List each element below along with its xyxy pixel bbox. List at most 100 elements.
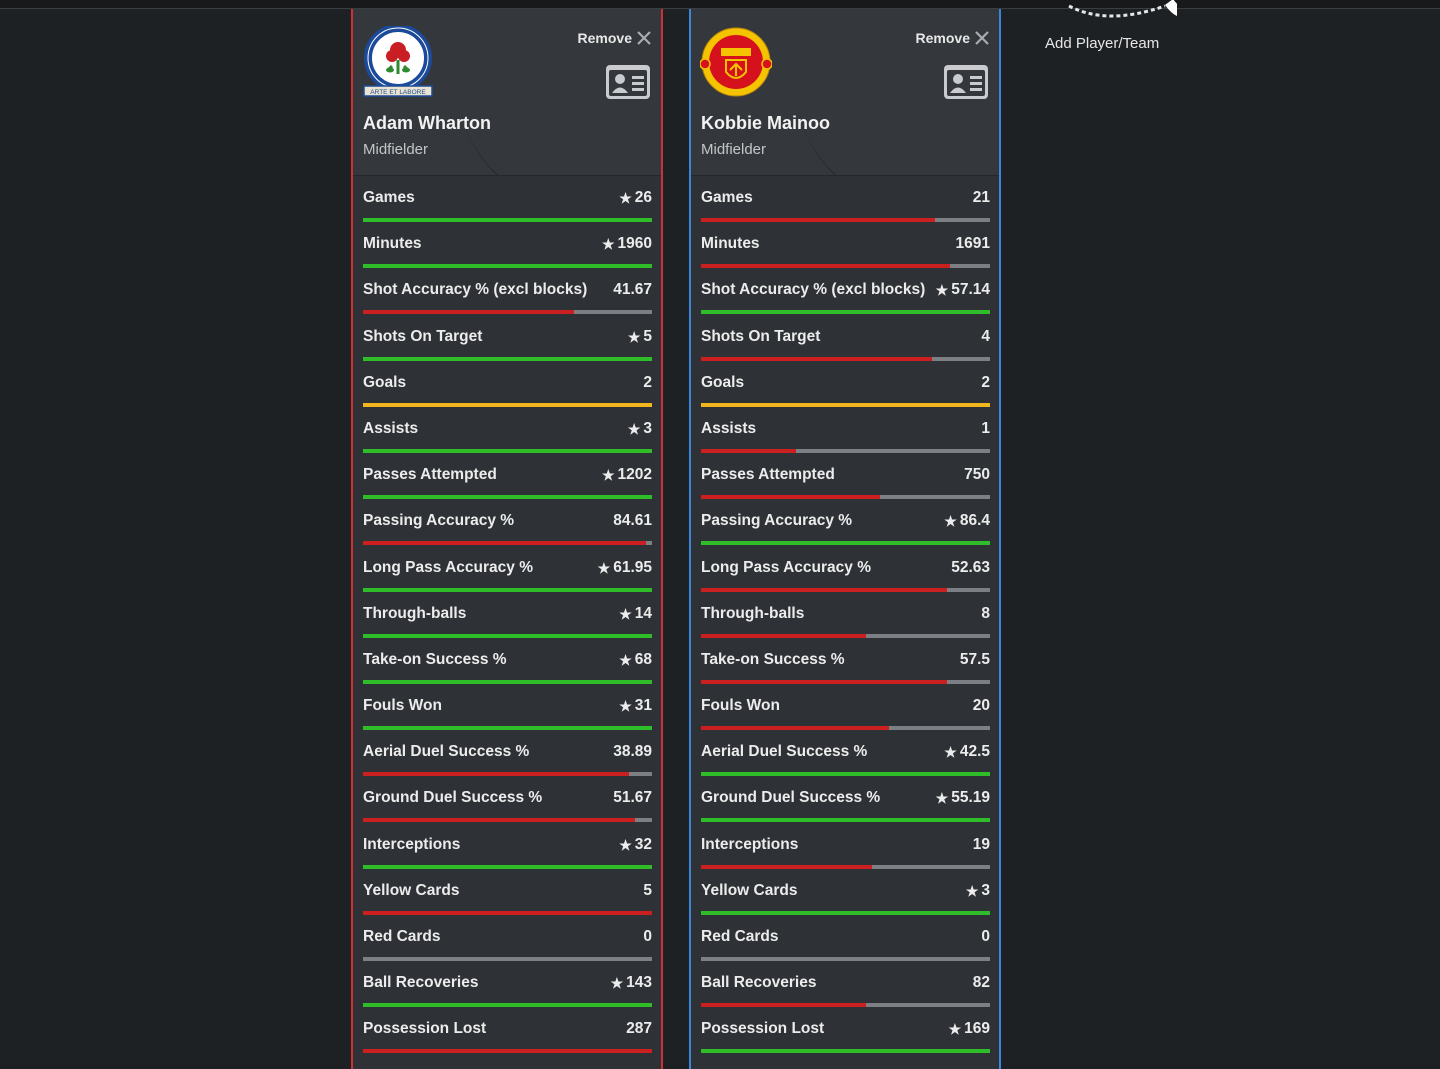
stat-value: 1 xyxy=(981,419,990,437)
stat-value: 57.5 xyxy=(959,650,990,668)
stat-value-group: ★ 3 xyxy=(966,882,990,900)
stat-value: 4 xyxy=(981,327,990,345)
remove-label: Remove xyxy=(577,30,632,46)
stat-value-group: ★ 31 xyxy=(619,697,652,715)
stat-bar-track xyxy=(363,818,652,823)
stat-value-group: 41.67 xyxy=(613,281,652,299)
stat-value: 55.19 xyxy=(951,789,990,807)
stat-value-group: 57.5 xyxy=(960,651,990,669)
stat-bar-fill xyxy=(701,587,947,592)
stat-bar-track xyxy=(701,495,990,500)
stat-label: Take-on Success % xyxy=(363,650,507,668)
stat-bar-track xyxy=(701,587,990,592)
stat-value-group: 5 xyxy=(643,882,652,900)
stat-bar-fill xyxy=(363,679,652,684)
stat-row: Ball Recoveries ★ 143 xyxy=(353,971,661,1017)
stat-label: Passing Accuracy % xyxy=(363,512,515,530)
stat-label: Yellow Cards xyxy=(701,881,798,899)
stat-value-group: 82 xyxy=(973,974,990,992)
remove-button[interactable]: Remove xyxy=(578,30,651,46)
stat-value-group: ★ 61.95 xyxy=(598,559,652,577)
stat-value-group: ★ 143 xyxy=(611,974,652,992)
stat-label: Interceptions xyxy=(363,835,461,853)
id-card-icon[interactable] xyxy=(605,64,651,100)
stat-bar-track xyxy=(701,679,990,684)
stat-label: Assists xyxy=(363,419,419,437)
stat-value-group: 750 xyxy=(964,466,990,484)
stat-bar-track xyxy=(701,1049,990,1054)
stat-value-group: ★ 169 xyxy=(949,1020,990,1038)
stat-bar-fill xyxy=(701,679,947,684)
stat-bar-fill xyxy=(363,402,652,407)
stat-bar-fill xyxy=(363,633,652,638)
stat-bar-track xyxy=(363,726,652,731)
stat-row: Red Cards 0 xyxy=(691,925,999,971)
stat-row: Aerial Duel Success % 38.89 xyxy=(353,740,661,786)
stat-label: Long Pass Accuracy % xyxy=(701,558,871,576)
star-icon: ★ xyxy=(601,236,615,253)
stat-value: 1202 xyxy=(617,466,652,484)
stat-bar-track xyxy=(363,310,652,315)
stat-row: Goals 2 xyxy=(353,371,661,417)
stat-row: Red Cards 0 xyxy=(353,925,661,971)
stat-value: 57.14 xyxy=(951,281,990,299)
stat-value: 42.5 xyxy=(959,743,990,761)
stat-row: Take-on Success % ★ 68 xyxy=(353,648,661,694)
stat-row: Interceptions ★ 32 xyxy=(353,833,661,879)
stats-list: Games ★ 26 Minutes ★ 1960 Shot Accuracy % (exc… xyxy=(353,186,661,1064)
stats-list: Games 21 Minutes 1691 Shot Accuracy % (excl … xyxy=(691,186,999,1064)
stat-label: Yellow Cards xyxy=(363,881,460,899)
stat-label: Long Pass Accuracy % xyxy=(363,558,533,576)
stat-bar-fill xyxy=(363,1049,652,1054)
star-icon: ★ xyxy=(597,559,611,576)
stat-value: 52.63 xyxy=(951,558,990,576)
stat-value-group: 38.89 xyxy=(613,743,652,761)
stat-bar-track xyxy=(701,864,990,869)
player-card-header: Remove Kobbie Mainoo Midfielder xyxy=(691,9,999,176)
remove-button[interactable]: Remove xyxy=(916,30,989,46)
stat-row: Aerial Duel Success % ★ 42.5 xyxy=(691,740,999,786)
stat-bar-track xyxy=(363,402,652,407)
stat-row: Interceptions 19 xyxy=(691,833,999,879)
stat-row: Fouls Won ★ 31 xyxy=(353,694,661,740)
stat-bar-track xyxy=(701,264,990,269)
stat-value-group: ★ 14 xyxy=(619,605,652,623)
stat-bar-fill xyxy=(701,633,866,638)
stat-value: 5 xyxy=(643,881,652,899)
stat-label: Shots On Target xyxy=(363,327,483,345)
stat-value: 51.67 xyxy=(613,789,652,807)
stat-value: 68 xyxy=(634,650,652,668)
stat-value: 21 xyxy=(972,189,990,206)
stat-value-group: 2 xyxy=(981,374,990,392)
stat-value-group: ★ 3 xyxy=(628,420,652,438)
player-position: Midfielder xyxy=(701,141,767,158)
stat-label: Interceptions xyxy=(701,835,799,853)
stat-value: 14 xyxy=(634,604,652,622)
star-icon: ★ xyxy=(619,190,632,206)
stat-label: Goals xyxy=(363,373,407,391)
stat-value: 8 xyxy=(981,604,990,622)
stat-bar-fill xyxy=(701,218,936,222)
stat-bar-track xyxy=(701,910,990,915)
star-icon: ★ xyxy=(935,790,949,807)
stat-bar-fill xyxy=(363,864,652,869)
add-player-team-button[interactable]: Add Player/Team xyxy=(1045,0,1205,60)
star-icon: ★ xyxy=(944,513,957,530)
stat-value-group: 4 xyxy=(981,328,990,346)
stat-value: 31 xyxy=(634,697,652,715)
stat-bar-track xyxy=(363,218,652,222)
id-card-icon[interactable] xyxy=(943,64,989,100)
stat-value-group: 20 xyxy=(973,697,990,715)
star-icon: ★ xyxy=(619,651,632,668)
stat-bar-fill xyxy=(363,448,652,453)
player-position: Midfielder xyxy=(363,141,429,158)
stat-label: Red Cards xyxy=(701,928,779,945)
stat-label: Aerial Duel Success % xyxy=(701,743,868,761)
stat-row: Minutes ★ 1960 xyxy=(353,232,661,278)
stat-value-group: ★ 42.5 xyxy=(944,743,990,761)
stat-row: Through-balls ★ 14 xyxy=(353,602,661,648)
stat-value: 0 xyxy=(643,928,652,945)
stat-value-group: 1691 xyxy=(956,235,990,253)
stat-bar-fill xyxy=(701,310,990,315)
stat-label: Fouls Won xyxy=(701,697,780,715)
